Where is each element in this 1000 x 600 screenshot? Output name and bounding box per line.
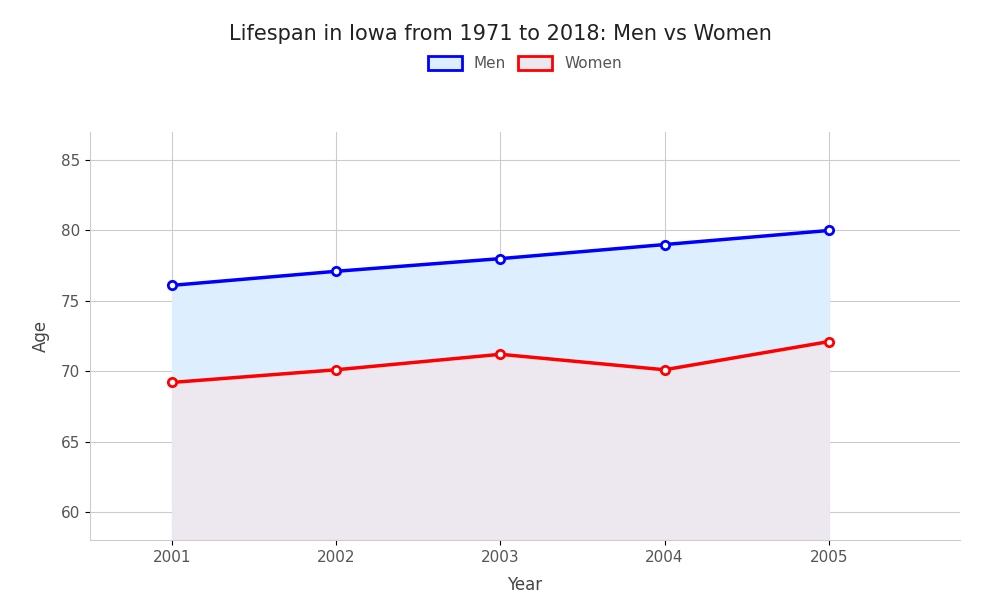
Text: Lifespan in Iowa from 1971 to 2018: Men vs Women: Lifespan in Iowa from 1971 to 2018: Men … <box>229 24 771 44</box>
Legend: Men, Women: Men, Women <box>422 50 628 77</box>
X-axis label: Year: Year <box>507 576 543 594</box>
Y-axis label: Age: Age <box>32 320 50 352</box>
